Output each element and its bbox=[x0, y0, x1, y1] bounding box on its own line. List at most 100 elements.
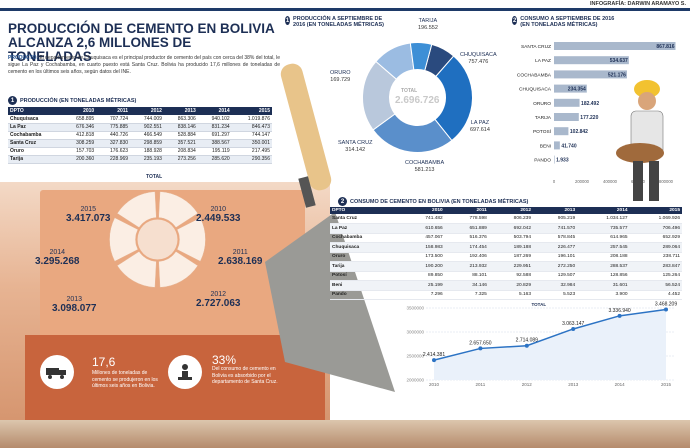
intro-paragraph: PRODUCTO. El departamento de Chuquisaca … bbox=[8, 55, 280, 76]
x-tick-label: 2014 bbox=[615, 382, 626, 387]
section2-label: CONSUMO DE CEMENTO EN BOLIVIA (EN TONELA… bbox=[350, 198, 529, 205]
stat-1-value: 17,6 bbox=[92, 355, 116, 369]
bar-category-label: LA PAZ bbox=[535, 58, 551, 64]
bar-category-label: CHUQUISACA bbox=[519, 87, 552, 93]
bar-category-label: POTOSÍ bbox=[533, 128, 552, 135]
table-cell: 196.101 bbox=[533, 252, 578, 262]
table-cell: 298.859 bbox=[130, 139, 164, 148]
table-cell: Tarija bbox=[8, 155, 63, 164]
bar bbox=[554, 141, 560, 150]
ring-segment bbox=[116, 251, 157, 288]
table-body: Santa Cruz 741.482 778.598 806.239 905.219 1.… bbox=[330, 214, 682, 300]
table-row: Cochabamba 457.067 516.376 503.794 578.845 61… bbox=[330, 233, 682, 243]
column-header: 2012 bbox=[130, 107, 164, 115]
consumo-heading: 2 CONSUMO A SEPTIEMBRE DE 2016 (EN TONEL… bbox=[512, 16, 622, 28]
table-cell: 7.325 bbox=[444, 290, 489, 300]
donut-slice-label: CHUQUISACA 757.476 bbox=[460, 52, 497, 65]
table-cell: 741.482 bbox=[400, 214, 445, 224]
line-series bbox=[433, 308, 667, 361]
consumo-number: 2 bbox=[512, 16, 518, 25]
slice-name: LA PAZ bbox=[470, 120, 490, 126]
page-title: PRODUCCIÓN DE CEMENTO EN BOLIVIA ALCANZA… bbox=[8, 22, 278, 64]
table-cell: 388.567 bbox=[197, 139, 232, 148]
table-cell: 32.984 bbox=[533, 280, 578, 291]
x-tick-label: 2012 bbox=[522, 382, 533, 387]
table-row: Oruro 157.703 176.623 188.928 208.834 195.119… bbox=[8, 147, 272, 156]
table-cell: 651.889 bbox=[444, 223, 489, 234]
table-cell: 578.845 bbox=[533, 233, 578, 243]
column-header: DPTO bbox=[8, 107, 63, 115]
table-cell: 285.620 bbox=[197, 155, 232, 164]
data-label: 3.063.147 bbox=[562, 321, 584, 327]
table-cell: 290.356 bbox=[231, 155, 272, 164]
table-cell: 200.360 bbox=[62, 155, 97, 164]
ring-segment bbox=[116, 191, 157, 228]
bar-value-label: 177.220 bbox=[580, 115, 598, 121]
ring-year: 2012 bbox=[210, 291, 227, 298]
table-cell: 806.239 bbox=[488, 214, 533, 224]
table-cell: 208.188 bbox=[577, 252, 630, 262]
table-cell: 288.537 bbox=[577, 261, 630, 272]
table-cell: 272.250 bbox=[533, 261, 578, 272]
table-row: Pando 7.296 7.325 5.163 5.523 3.900 4.452 bbox=[330, 290, 682, 300]
bar-value-label: 1.933 bbox=[556, 158, 569, 164]
stat-1 bbox=[40, 355, 74, 389]
production-table: DPTO 2010 2011 2012 2013 2014 2015 Chuquisaca 6… bbox=[8, 107, 272, 164]
bar bbox=[554, 155, 555, 164]
table-row: Potosí 89.850 88.101 92.588 129.507 128.856 12… bbox=[330, 271, 682, 281]
ring-year-label: 2011 2.638.169 bbox=[218, 248, 263, 267]
table-cell: 831.234 bbox=[197, 123, 232, 132]
ring-year-label: 2013 3.098.077 bbox=[52, 295, 97, 314]
table-cell: Chuquisaca bbox=[8, 115, 63, 124]
table-cell: 528.884 bbox=[163, 131, 198, 140]
table-header-row: DPTO 2010 2011 2012 2013 2014 2015 bbox=[8, 107, 272, 115]
bar bbox=[554, 127, 569, 136]
table-cell: 440.726 bbox=[96, 131, 131, 140]
bar bbox=[554, 84, 587, 93]
slice-value: 169.729 bbox=[330, 76, 351, 83]
data-label: 3.468.209 bbox=[655, 302, 677, 308]
section2-heading: 2 CONSUMO DE CEMENTO EN BOLIVIA (EN TONE… bbox=[338, 197, 528, 206]
table-row: Tarija 190.200 213.932 229.951 272.250 288.53… bbox=[330, 261, 682, 272]
table-cell: 940.102 bbox=[197, 115, 232, 124]
table-cell: 128.856 bbox=[577, 271, 630, 281]
consumo-heading-text: CONSUMO A SEPTIEMBRE DE 2016 (EN TONELAD… bbox=[520, 16, 615, 28]
table-cell: 125.264 bbox=[629, 271, 682, 281]
column-header: 2011 bbox=[444, 207, 489, 214]
table-cell: 692.042 bbox=[488, 223, 533, 234]
bar-value-label: 102.842 bbox=[570, 129, 588, 135]
stat-2 bbox=[168, 355, 202, 389]
ring-value: 2.638.169 bbox=[218, 256, 263, 267]
table-cell: 778.598 bbox=[444, 214, 489, 224]
table-row: La Paz 610.656 651.889 692.042 741.570 735.57… bbox=[330, 223, 682, 234]
section2-number: 2 bbox=[338, 197, 347, 206]
table-cell: 257.545 bbox=[577, 242, 630, 253]
slice-value: 697.614 bbox=[470, 126, 490, 133]
ring-year-label: 2014 3.295.268 bbox=[35, 248, 80, 267]
worker-icon bbox=[168, 355, 202, 389]
consumo-bar-chart: SANTA CRUZ 867.816 LA PAZ 534.637 COCHABAMBA… bbox=[517, 42, 676, 184]
table-cell: 192.406 bbox=[444, 252, 489, 262]
ring-center bbox=[137, 219, 178, 260]
donut-hole bbox=[389, 69, 446, 126]
x-tick-label: 2015 bbox=[661, 382, 672, 387]
ring-year: 2015 bbox=[80, 206, 97, 213]
table-row: Chuquisaca 158.983 174.454 189.188 226.477 25… bbox=[330, 242, 682, 253]
table-cell: 238.711 bbox=[629, 252, 682, 262]
table-cell: 516.376 bbox=[444, 233, 489, 243]
cement-sack bbox=[616, 143, 664, 163]
bar-value-label: 521.176 bbox=[608, 72, 626, 78]
table-cell: 34.146 bbox=[444, 280, 489, 291]
bar bbox=[554, 70, 627, 79]
table-cell: 357.521 bbox=[163, 139, 198, 148]
donut-total-value: 2.696.726 bbox=[395, 95, 440, 106]
table-cell: Cochabamba bbox=[8, 131, 63, 140]
ring-chart bbox=[109, 191, 206, 288]
y-tick-label: 3500000 bbox=[406, 306, 424, 311]
data-label: 2.714.089 bbox=[516, 338, 538, 344]
table-cell: 614.965 bbox=[577, 233, 630, 243]
table-cell: 350.001 bbox=[231, 139, 272, 148]
table-cell: 863.306 bbox=[163, 115, 198, 124]
table-cell: 226.477 bbox=[533, 242, 578, 253]
table-cell: 217.495 bbox=[231, 147, 272, 156]
